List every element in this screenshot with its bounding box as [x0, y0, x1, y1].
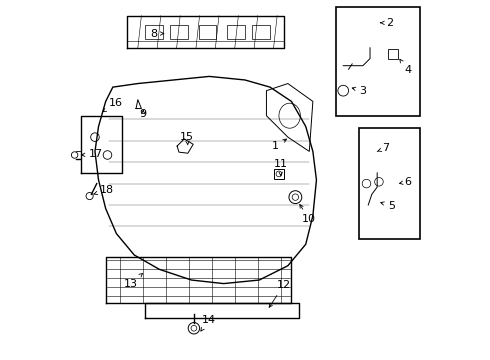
- Text: 13: 13: [124, 274, 143, 289]
- Text: 18: 18: [94, 185, 114, 195]
- Bar: [170, 24, 188, 39]
- Bar: [198, 24, 217, 39]
- Bar: [227, 24, 245, 39]
- Text: 14: 14: [201, 315, 216, 331]
- Text: 2: 2: [380, 18, 393, 28]
- Text: 12: 12: [269, 280, 291, 307]
- Text: 4: 4: [400, 59, 411, 75]
- Bar: [145, 24, 163, 39]
- Text: 11: 11: [274, 159, 288, 175]
- Text: 1: 1: [272, 139, 287, 151]
- Text: 10: 10: [300, 204, 316, 224]
- Text: 5: 5: [381, 201, 395, 211]
- Text: 9: 9: [140, 109, 147, 119]
- Text: 3: 3: [352, 86, 367, 96]
- Bar: [252, 24, 270, 39]
- Text: 7: 7: [377, 143, 390, 153]
- Text: 15: 15: [180, 132, 194, 145]
- Text: 16: 16: [103, 98, 123, 112]
- Bar: [359, 128, 420, 239]
- Bar: [336, 7, 420, 116]
- Text: 6: 6: [399, 177, 411, 187]
- Text: 17: 17: [82, 149, 103, 159]
- Bar: [388, 49, 398, 59]
- Text: 8: 8: [150, 28, 164, 39]
